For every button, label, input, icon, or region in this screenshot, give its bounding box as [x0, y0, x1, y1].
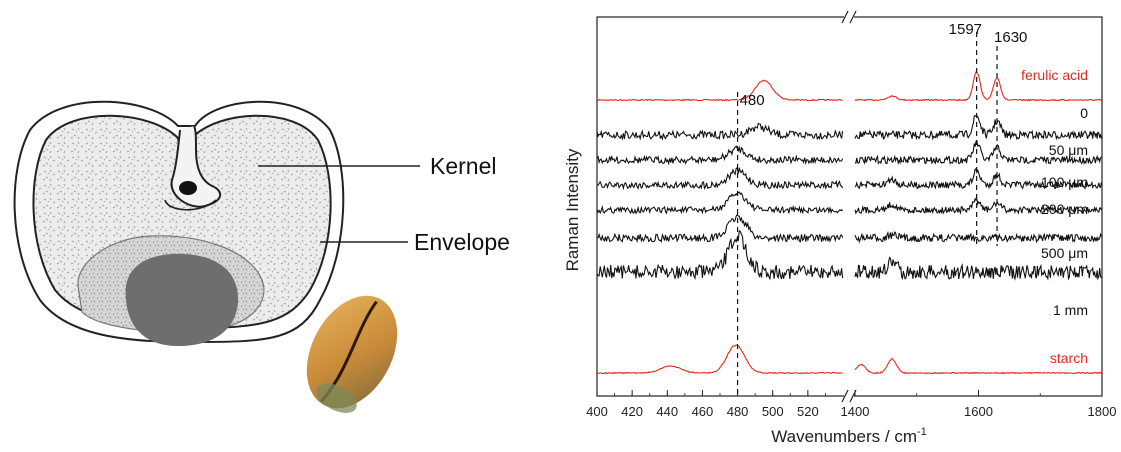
spectrum-line-seg1 — [596, 145, 844, 166]
spectrum-line-seg1 — [596, 166, 844, 191]
spectrum-200-μm: 200 μm — [596, 191, 1102, 217]
peak-label-480: 480 — [740, 92, 765, 109]
spectrum-line-seg1 — [596, 122, 844, 141]
spectrum-0: 0 — [596, 105, 1102, 141]
x-tick-label: 480 — [727, 404, 749, 419]
spectrum-500-μm: 500 μm — [596, 213, 1102, 261]
series-label: starch — [1050, 350, 1088, 366]
grain-diagram: Kernel Envelope — [13, 100, 510, 413]
spectrum-50-μm: 50 μm — [596, 140, 1102, 166]
spectrum-line-seg1 — [596, 213, 844, 244]
spectrum-line-seg1 — [596, 79, 843, 102]
x-tick-label: 1800 — [1088, 404, 1117, 419]
y-axis-title: Raman Intensity — [563, 148, 582, 271]
x-tick-label: 440 — [656, 404, 678, 419]
series-label: 200 μm — [1041, 201, 1088, 217]
peak-label-1630: 1630 — [994, 29, 1027, 46]
axis-break-mark — [841, 10, 849, 24]
x-tick-label: 1600 — [964, 404, 993, 419]
x-tick-label: 500 — [762, 404, 784, 419]
spectrum-line-seg2 — [854, 114, 1102, 141]
peak-label-1597: 1597 — [949, 21, 982, 38]
grain-photo — [306, 295, 398, 413]
series-label: 1 mm — [1053, 302, 1088, 318]
axis-break-mark — [841, 389, 849, 403]
axis-break-mark — [849, 10, 857, 24]
series-label: 100 μm — [1041, 174, 1088, 190]
spectrum-line-seg2 — [854, 197, 1102, 215]
crease-vascular — [179, 181, 197, 195]
spectrum-line-seg1 — [596, 229, 844, 281]
kernel-label: Kernel — [430, 153, 496, 179]
spectrum-line-seg2 — [854, 358, 1102, 375]
embryo-region — [125, 253, 239, 346]
spectrum-line-seg1 — [596, 191, 844, 215]
x-tick-label: 420 — [621, 404, 643, 419]
spectrum-ferulic-acid: ferulic acid — [596, 67, 1102, 102]
spectrum-line-seg2 — [854, 256, 1102, 281]
series-label: 50 μm — [1049, 142, 1088, 158]
spectrum-100-μm: 100 μm — [596, 166, 1102, 191]
x-tick-label: 400 — [586, 404, 608, 419]
axis-break-gap-bottom — [844, 393, 854, 399]
series-label: 0 — [1080, 105, 1088, 121]
spectrum-line-seg2 — [854, 230, 1102, 244]
x-tick-label: 520 — [797, 404, 819, 419]
series-label: ferulic acid — [1021, 67, 1088, 83]
series-label: 500 μm — [1041, 245, 1088, 261]
spectrum-1-mm: 1 mm — [596, 229, 1102, 318]
spectrum-line-seg2 — [854, 168, 1102, 190]
envelope-label: Envelope — [414, 229, 510, 255]
spectrum-line-seg2 — [854, 140, 1102, 166]
x-tick-label: 1400 — [841, 404, 870, 419]
axis-break-gap-top — [844, 14, 854, 20]
x-axis-title: Wavenumbers / cm-1 — [771, 426, 927, 446]
spectrum-starch: starch — [596, 344, 1102, 375]
x-tick-label: 460 — [692, 404, 714, 419]
spectrum-line-seg2 — [854, 71, 1102, 102]
spectrum-line-seg1 — [596, 344, 843, 375]
